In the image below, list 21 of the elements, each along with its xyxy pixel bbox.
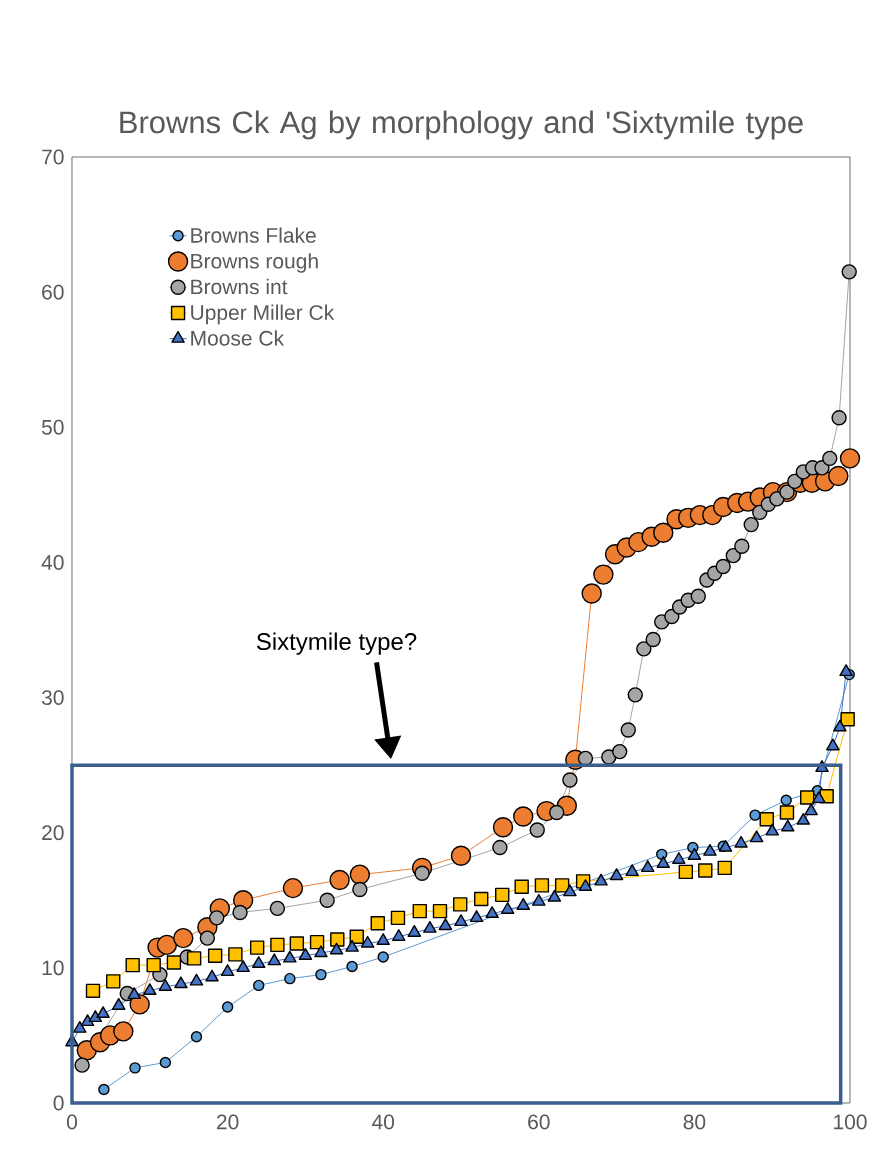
x-tick-label: 80 xyxy=(683,1114,706,1130)
legend-label: Browns Flake xyxy=(191,227,316,243)
x-tick-label: 100 xyxy=(834,1114,867,1130)
legend-label: Browns int xyxy=(191,278,288,295)
y-tick-label: 60 xyxy=(42,284,64,300)
y-tick-label: 40 xyxy=(41,554,64,570)
y-tick-label: 0 xyxy=(53,1095,64,1111)
y-tick-label: 30 xyxy=(41,690,64,705)
y-tick-label: 70 xyxy=(42,149,64,165)
y-tick-label: 20 xyxy=(42,825,64,841)
x-tick-label: 60 xyxy=(528,1114,550,1130)
annotation: Sixtymile type? xyxy=(256,632,417,655)
x-tick-label: 20 xyxy=(216,1114,239,1130)
x-tick-label: 40 xyxy=(372,1114,395,1130)
y-tick-label: 50 xyxy=(41,419,64,435)
x-tick-label: 0 xyxy=(66,1114,78,1130)
legend-label: Moose Ck xyxy=(191,330,285,346)
y-tick-label: 10 xyxy=(42,960,64,976)
legend-label: Browns rough xyxy=(191,253,318,273)
legend-label: Upper Miller Ck xyxy=(191,304,335,325)
chart-title: Browns Ck Ag by morphology and 'Sixtymile type xyxy=(120,110,803,140)
